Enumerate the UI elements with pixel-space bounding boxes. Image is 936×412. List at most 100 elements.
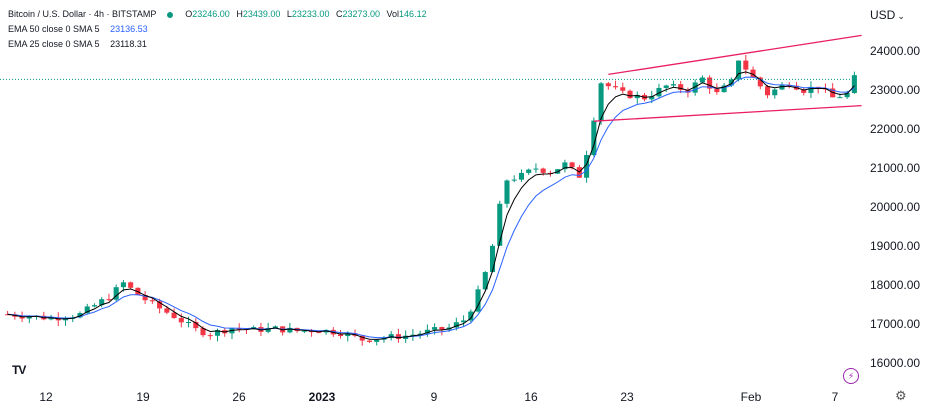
candle-body bbox=[634, 94, 640, 99]
candle-body bbox=[728, 79, 734, 86]
time-tick-label: 9 bbox=[431, 390, 438, 404]
candle-body bbox=[19, 316, 25, 319]
candle-body bbox=[265, 327, 271, 332]
candle-body bbox=[851, 75, 857, 93]
legend-ema25-row[interactable]: EMA 25 close 0 SMA 5 23118.31 bbox=[8, 37, 427, 52]
price-tick-label: 21000.00 bbox=[870, 161, 920, 175]
candle-body bbox=[692, 82, 698, 93]
low-value: 23233.00 bbox=[291, 9, 330, 19]
candle-body bbox=[149, 300, 155, 302]
candle-body bbox=[207, 335, 213, 337]
candle-body bbox=[497, 203, 503, 246]
candle-body bbox=[707, 77, 713, 89]
legend-ema50-row[interactable]: EMA 50 close 0 SMA 5 23136.53 bbox=[8, 22, 427, 37]
candle-body bbox=[128, 282, 134, 288]
time-tick-label: 2023 bbox=[309, 390, 336, 404]
ema25-label: EMA 25 close 0 SMA 5 bbox=[8, 39, 100, 49]
close-label: C bbox=[335, 9, 343, 19]
candle-body bbox=[410, 334, 416, 336]
ema50-line bbox=[7, 76, 855, 339]
candle-body bbox=[620, 87, 626, 91]
candle-body bbox=[214, 330, 221, 336]
high-label: H bbox=[236, 9, 243, 19]
ema50-value: 23136.53 bbox=[110, 24, 148, 34]
candle-body bbox=[432, 327, 438, 330]
candle-body bbox=[526, 169, 532, 173]
candle-body bbox=[562, 162, 568, 170]
candle-body bbox=[26, 316, 32, 319]
candle-body bbox=[164, 308, 170, 313]
price-tick-label: 23000.00 bbox=[870, 83, 920, 97]
time-axis[interactable]: 12 19 26 2023 9 16 23 Feb 7 bbox=[39, 390, 838, 404]
candle-body bbox=[424, 329, 430, 334]
legend-symbol-row: Bitcoin / U.S. Dollar · 4h · BITSTAMP O2… bbox=[8, 7, 427, 22]
open-value: 23246.00 bbox=[192, 9, 230, 19]
candle-body bbox=[649, 96, 655, 100]
open-label: O bbox=[185, 9, 193, 19]
candle-body bbox=[113, 287, 119, 300]
gear-icon[interactable]: ⚙ bbox=[895, 388, 907, 403]
candle-body bbox=[200, 328, 206, 336]
candle-body bbox=[779, 84, 785, 90]
candle-body bbox=[772, 89, 778, 96]
tradingview-logo-icon[interactable]: TV bbox=[12, 363, 26, 377]
ema-lines bbox=[7, 71, 855, 340]
candle-body bbox=[395, 334, 401, 340]
candle-body bbox=[547, 172, 553, 174]
time-tick-label: Feb bbox=[741, 390, 762, 404]
price-tick-label: 20000.00 bbox=[870, 200, 920, 214]
candle-body bbox=[533, 168, 539, 170]
channel-lines bbox=[593, 34, 862, 122]
candle-body bbox=[808, 86, 814, 93]
candle-body bbox=[757, 77, 763, 87]
close-value: 23273.00 bbox=[342, 9, 381, 19]
candle-body bbox=[714, 88, 720, 93]
candle-body bbox=[540, 168, 546, 173]
low-label: L bbox=[286, 9, 292, 19]
candle-body bbox=[99, 299, 105, 306]
ohlc-high: H23439.00 bbox=[236, 9, 280, 19]
candle-body bbox=[193, 322, 199, 329]
candle-body bbox=[120, 282, 126, 288]
indicator-badge-icon[interactable]: ⚡ bbox=[843, 368, 859, 384]
candle-body bbox=[178, 318, 184, 323]
symbol-title[interactable]: Bitcoin / U.S. Dollar · 4h · BITSTAMP bbox=[8, 9, 157, 19]
price-axis[interactable]: 24000.00 23000.00 22000.00 21000.00 20000.00… bbox=[870, 44, 920, 370]
price-tick-label: 17000.00 bbox=[870, 317, 920, 331]
candle-body bbox=[272, 326, 278, 328]
candle-body bbox=[685, 89, 691, 93]
currency-selector[interactable]: USD ⌄ bbox=[870, 8, 905, 22]
candle-body bbox=[374, 339, 380, 342]
candle-body bbox=[750, 69, 756, 78]
candle-body bbox=[721, 85, 727, 93]
candle-body bbox=[569, 162, 575, 168]
time-tick-label: 19 bbox=[136, 390, 150, 404]
high-value: 23439.00 bbox=[242, 9, 281, 19]
price-tick-label: 24000.00 bbox=[870, 44, 920, 58]
candle-body bbox=[736, 60, 742, 80]
currency-label: USD bbox=[870, 8, 896, 22]
candle-body bbox=[678, 84, 684, 90]
candle-body bbox=[287, 327, 293, 333]
candle-body bbox=[106, 299, 112, 301]
candle-body bbox=[301, 330, 307, 332]
candle-body bbox=[765, 86, 771, 96]
market-status-icon bbox=[166, 11, 173, 18]
ohlc-volume: Vol146.12 bbox=[387, 9, 427, 19]
candle-body bbox=[699, 77, 705, 83]
candle-body bbox=[142, 295, 148, 301]
candlestick-series bbox=[5, 54, 857, 346]
candle-body bbox=[627, 90, 633, 99]
candle-body bbox=[316, 332, 322, 334]
candle-body bbox=[489, 245, 496, 273]
candle-body bbox=[77, 313, 83, 318]
candle-body bbox=[84, 306, 90, 314]
candle-body bbox=[743, 60, 749, 70]
ema25-value: 23118.31 bbox=[110, 39, 147, 49]
legend: Bitcoin / U.S. Dollar · 4h · BITSTAMP O2… bbox=[8, 7, 427, 52]
candle-body bbox=[475, 289, 481, 312]
candle-body bbox=[461, 320, 467, 323]
time-tick-label: 7 bbox=[832, 390, 839, 404]
candle-body bbox=[656, 87, 662, 97]
